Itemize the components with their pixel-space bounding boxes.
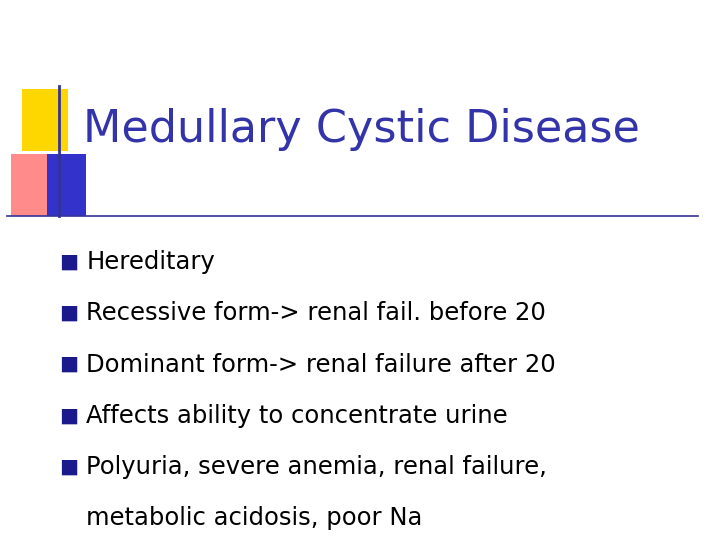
FancyBboxPatch shape <box>22 89 68 151</box>
Text: Medullary Cystic Disease: Medullary Cystic Disease <box>83 108 639 151</box>
Text: Hereditary: Hereditary <box>86 250 215 274</box>
FancyBboxPatch shape <box>11 154 72 216</box>
Text: ■: ■ <box>59 355 78 374</box>
Text: ■: ■ <box>59 457 78 477</box>
Text: ■: ■ <box>59 252 78 272</box>
Text: Recessive form-> renal fail. before 20: Recessive form-> renal fail. before 20 <box>86 301 546 325</box>
FancyBboxPatch shape <box>47 154 86 216</box>
Text: ■: ■ <box>59 406 78 426</box>
Text: metabolic acidosis, poor Na: metabolic acidosis, poor Na <box>86 507 423 530</box>
Text: Polyuria, severe anemia, renal failure,: Polyuria, severe anemia, renal failure, <box>86 455 547 479</box>
Text: ■: ■ <box>59 303 78 323</box>
Text: Affects ability to concentrate urine: Affects ability to concentrate urine <box>86 404 508 428</box>
Text: Dominant form-> renal failure after 20: Dominant form-> renal failure after 20 <box>86 353 556 376</box>
